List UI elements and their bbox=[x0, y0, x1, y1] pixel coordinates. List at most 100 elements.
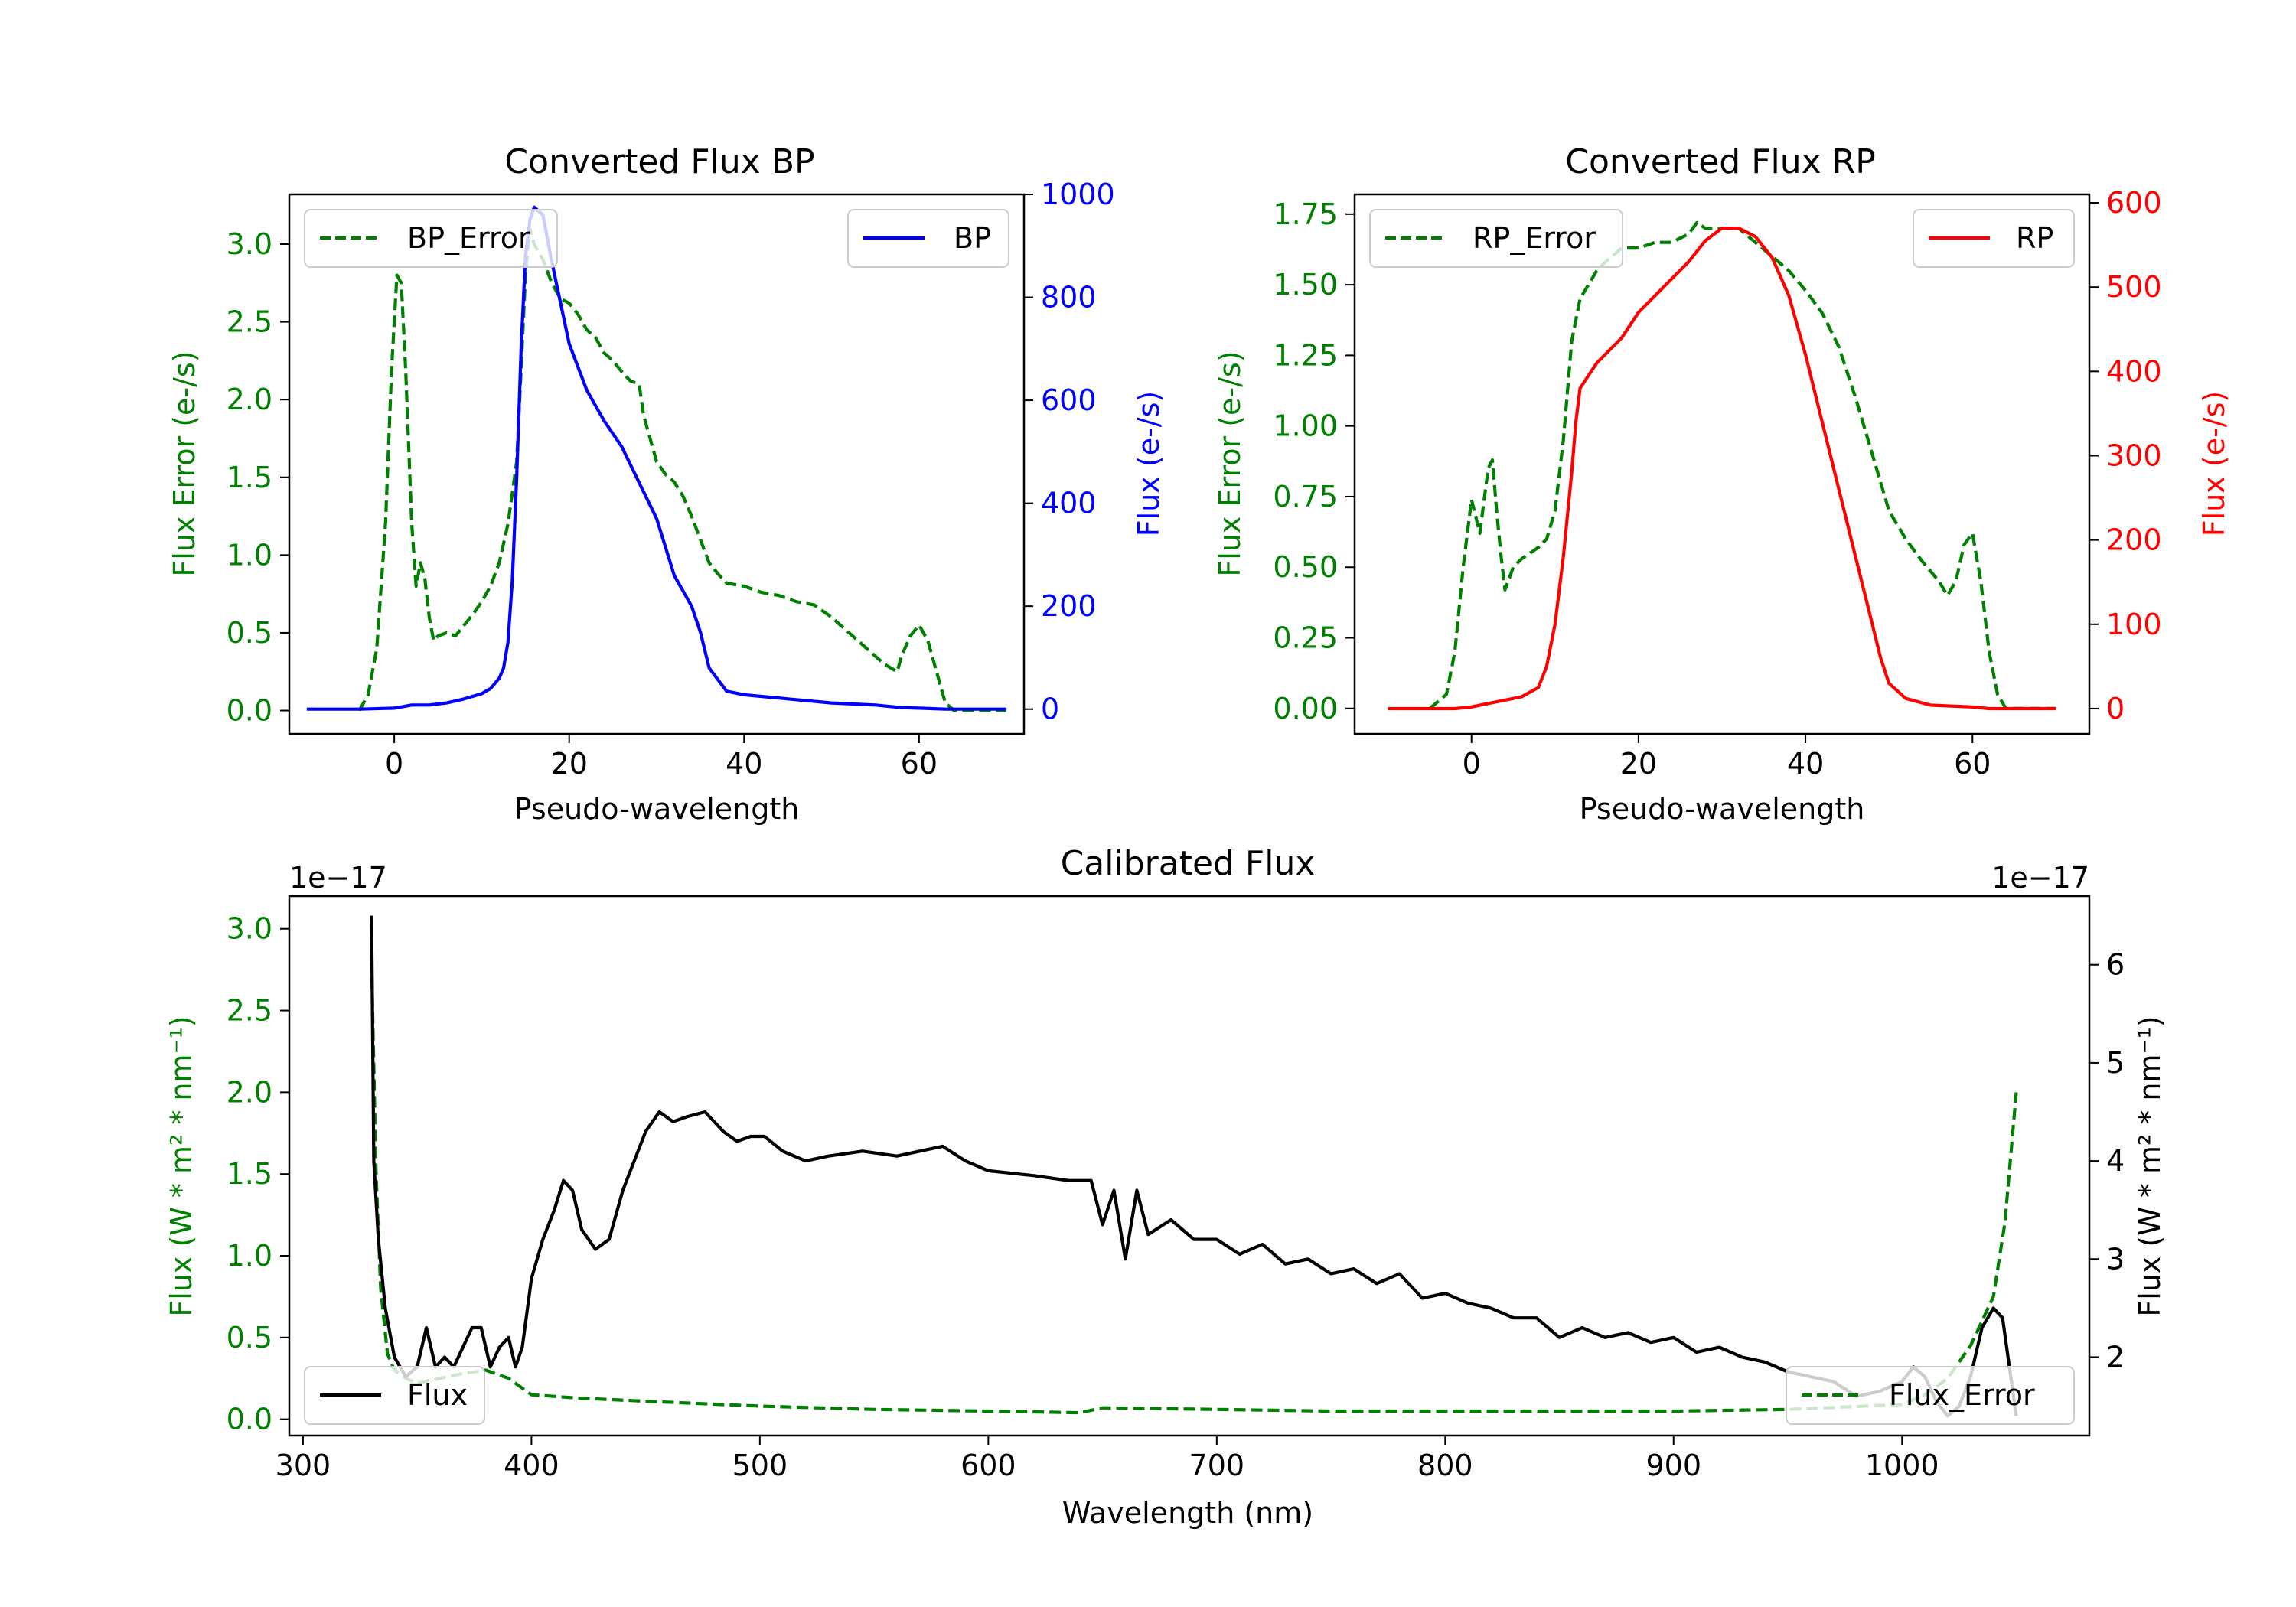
cal-right-tick-label: 3 bbox=[2106, 1242, 2125, 1276]
rp-title: Converted Flux RP bbox=[1565, 142, 1876, 181]
bp-legend-flux-label: BP bbox=[954, 221, 991, 255]
bp-x-tick-label: 40 bbox=[726, 747, 762, 781]
rp-x-axis-label: Pseudo-wavelength bbox=[1580, 792, 1865, 826]
bp-left-tick-label: 0.5 bbox=[227, 616, 272, 650]
rp-right-tick-label: 200 bbox=[2106, 523, 2162, 557]
bp-left-tick-label: 1.0 bbox=[227, 538, 272, 572]
rp-left-tick-label: 0.25 bbox=[1273, 621, 1338, 655]
rp-legend-error: RP_Error bbox=[1369, 209, 1623, 268]
bp-series-bp-error bbox=[357, 227, 1007, 712]
panel-rp: Converted Flux RP 0 20 40 60 0.00 0.25 0.50 0.… bbox=[1213, 142, 2231, 826]
bp-title: Converted Flux BP bbox=[504, 142, 814, 181]
calibrated-right-ticks: 2 3 4 5 6 bbox=[2089, 948, 2125, 1374]
bp-left-ticks: 0.0 0.5 1.0 1.5 2.0 2.5 3.0 bbox=[227, 227, 289, 728]
calibrated-x-axis-label: Wavelength (nm) bbox=[1062, 1496, 1313, 1530]
calibrated-title: Calibrated Flux bbox=[1061, 844, 1316, 883]
rp-left-tick-label: 1.75 bbox=[1273, 197, 1338, 231]
bp-left-tick-label: 3.0 bbox=[227, 227, 272, 261]
calibrated-left-ticks: 0.0 0.5 1.0 1.5 2.0 2.5 3.0 bbox=[227, 912, 289, 1436]
calibrated-right-offset: 1e−17 bbox=[1991, 861, 2089, 895]
rp-left-tick-label: 1.25 bbox=[1273, 338, 1338, 372]
cal-x-tick-label: 400 bbox=[504, 1449, 559, 1482]
bp-left-axis-label: Flux Error (e-/s) bbox=[168, 350, 201, 576]
rp-series-rp bbox=[1388, 227, 2056, 711]
bp-left-tick-label: 2.0 bbox=[227, 383, 272, 416]
cal-x-tick-label: 500 bbox=[732, 1449, 788, 1482]
cal-x-tick-label: 900 bbox=[1646, 1449, 1702, 1482]
rp-right-tick-label: 100 bbox=[2106, 608, 2162, 641]
rp-series-rp-error bbox=[1428, 220, 2056, 710]
cal-right-tick-label: 4 bbox=[2106, 1144, 2125, 1178]
rp-legend-flux-label: RP bbox=[2016, 221, 2053, 255]
bp-plot-area bbox=[306, 205, 1007, 712]
rp-right-tick-label: 0 bbox=[2106, 692, 2125, 725]
rp-left-tick-label: 0.00 bbox=[1273, 692, 1338, 725]
cal-left-tick-label: 1.0 bbox=[227, 1239, 272, 1273]
rp-right-tick-label: 300 bbox=[2106, 438, 2162, 472]
cal-right-tick-label: 5 bbox=[2106, 1046, 2125, 1080]
cal-left-tick-label: 2.0 bbox=[227, 1075, 272, 1109]
bp-x-tick-label: 0 bbox=[385, 747, 403, 781]
bp-x-axis-label: Pseudo-wavelength bbox=[514, 792, 800, 826]
bp-x-tick-label: 20 bbox=[551, 747, 588, 781]
calibrated-left-axis-label: Flux (W * m² * nm⁻¹) bbox=[165, 1015, 198, 1316]
rp-right-tick-label: 500 bbox=[2106, 270, 2162, 304]
cal-left-tick-label: 3.0 bbox=[227, 912, 272, 946]
bp-right-tick-label: 200 bbox=[1041, 589, 1097, 623]
bp-series-bp bbox=[306, 205, 1007, 711]
bp-right-ticks: 0 200 400 600 800 1000 bbox=[1024, 178, 1115, 726]
panel-bp: Converted Flux BP 0 20 40 60 0.0 0.5 1.0 1.5 2.… bbox=[168, 142, 1166, 826]
rp-left-tick-label: 1.00 bbox=[1273, 409, 1338, 443]
calibrated-legend-error: Flux_Error bbox=[1786, 1366, 2075, 1425]
rp-x-tick-label: 40 bbox=[1787, 747, 1824, 781]
calibrated-axes-frame bbox=[288, 895, 2091, 1437]
cal-x-tick-label: 300 bbox=[276, 1449, 331, 1482]
calibrated-legend-error-label: Flux_Error bbox=[1889, 1378, 2035, 1412]
bp-left-tick-label: 1.5 bbox=[227, 461, 272, 494]
rp-left-tick-label: 0.50 bbox=[1273, 550, 1338, 584]
cal-x-tick-label: 600 bbox=[960, 1449, 1016, 1482]
cal-right-tick-label: 2 bbox=[2106, 1340, 2125, 1374]
bp-right-tick-label: 400 bbox=[1041, 487, 1097, 520]
bp-axes-frame bbox=[288, 193, 1026, 735]
cal-left-tick-label: 2.5 bbox=[227, 994, 272, 1028]
cal-right-tick-label: 6 bbox=[2106, 948, 2125, 982]
bp-right-axis-label: Flux (e-/s) bbox=[1132, 391, 1166, 536]
rp-x-tick-label: 0 bbox=[1463, 747, 1481, 781]
cal-x-tick-label: 1000 bbox=[1865, 1449, 1939, 1482]
calibrated-right-axis-label: Flux (W * m² * nm⁻¹) bbox=[2133, 1015, 2167, 1316]
rp-x-ticks: 0 20 40 60 bbox=[1463, 734, 1991, 781]
panel-calibrated: Calibrated Flux 300 400 500 600 700 800 900 100… bbox=[165, 844, 2167, 1530]
bp-left-tick-label: 0.0 bbox=[227, 694, 272, 728]
rp-legend-flux: RP bbox=[1913, 209, 2075, 268]
bp-x-tick-label: 60 bbox=[901, 747, 938, 781]
bp-right-tick-label: 0 bbox=[1041, 693, 1059, 726]
cal-x-tick-label: 700 bbox=[1189, 1449, 1245, 1482]
cal-left-tick-label: 1.5 bbox=[227, 1157, 272, 1191]
bp-legend-error-label: BP_Error bbox=[407, 221, 530, 255]
cal-left-tick-label: 0.5 bbox=[227, 1321, 272, 1354]
rp-x-tick-label: 60 bbox=[1954, 747, 1991, 781]
bp-right-tick-label: 1000 bbox=[1041, 178, 1115, 211]
bp-left-tick-label: 2.5 bbox=[227, 305, 272, 339]
calibrated-legend-flux: Flux bbox=[304, 1366, 485, 1425]
rp-left-ticks: 0.00 0.25 0.50 0.75 1.00 1.25 1.50 1.75 bbox=[1273, 197, 1355, 725]
bp-x-ticks: 0 20 40 60 bbox=[385, 734, 938, 781]
rp-right-tick-label: 400 bbox=[2106, 354, 2162, 388]
cal-left-tick-label: 0.0 bbox=[227, 1403, 272, 1436]
rp-right-axis-label: Flux (e-/s) bbox=[2197, 391, 2231, 536]
bp-right-tick-label: 600 bbox=[1041, 383, 1097, 417]
calibrated-legend-flux-label: Flux bbox=[407, 1378, 468, 1412]
rp-x-tick-label: 20 bbox=[1620, 747, 1657, 781]
bp-legend-flux: BP bbox=[847, 209, 1009, 268]
rp-left-axis-label: Flux Error (e-/s) bbox=[1213, 350, 1247, 576]
calibrated-left-offset: 1e−17 bbox=[289, 861, 387, 895]
rp-axes-frame bbox=[1353, 193, 2091, 735]
bp-legend-error: BP_Error bbox=[304, 209, 558, 268]
rp-right-ticks: 0 100 200 300 400 500 600 bbox=[2089, 186, 2162, 725]
rp-right-tick-label: 600 bbox=[2106, 186, 2162, 220]
rp-legend-error-label: RP_Error bbox=[1473, 221, 1596, 255]
calibrated-x-ticks: 300 400 500 600 700 800 900 1000 bbox=[276, 1436, 1939, 1482]
rp-left-tick-label: 0.75 bbox=[1273, 480, 1338, 513]
